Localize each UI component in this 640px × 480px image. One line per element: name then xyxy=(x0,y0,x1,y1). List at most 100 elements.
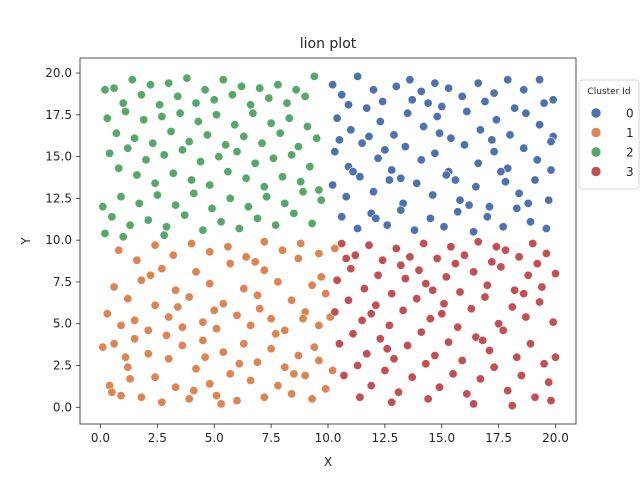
point-cluster-0 xyxy=(546,137,556,147)
point-cluster-0 xyxy=(512,203,522,213)
point-cluster-1 xyxy=(136,275,146,285)
point-cluster-0 xyxy=(378,97,388,107)
point-cluster-1 xyxy=(246,375,256,385)
point-cluster-0 xyxy=(434,128,444,138)
point-cluster-1 xyxy=(116,391,126,401)
point-cluster-2 xyxy=(130,133,140,143)
point-cluster-3 xyxy=(455,287,465,297)
point-cluster-0 xyxy=(525,217,535,227)
point-cluster-2 xyxy=(200,85,210,95)
point-cluster-0 xyxy=(419,122,429,132)
point-cluster-0 xyxy=(371,213,381,223)
point-cluster-1 xyxy=(314,320,324,330)
point-cluster-3 xyxy=(514,252,524,262)
point-cluster-3 xyxy=(484,345,494,355)
point-cluster-2 xyxy=(232,147,242,157)
point-cluster-2 xyxy=(277,172,287,182)
point-cluster-1 xyxy=(123,294,133,304)
point-cluster-0 xyxy=(498,222,508,232)
point-cluster-0 xyxy=(332,113,342,123)
point-cluster-3 xyxy=(491,242,501,252)
point-cluster-3 xyxy=(384,320,394,330)
point-cluster-2 xyxy=(209,95,219,105)
point-cluster-0 xyxy=(387,165,397,175)
point-cluster-3 xyxy=(532,259,542,269)
legend-label-0: 0 xyxy=(626,107,634,121)
point-cluster-0 xyxy=(444,83,454,93)
point-cluster-3 xyxy=(528,239,538,249)
point-cluster-1 xyxy=(280,362,290,372)
y-tick-label: 7.5 xyxy=(53,275,72,289)
point-cluster-0 xyxy=(514,188,524,198)
point-cluster-0 xyxy=(353,71,363,81)
point-cluster-0 xyxy=(437,102,447,112)
point-cluster-2 xyxy=(189,188,199,198)
y-tick-label: 15.0 xyxy=(45,150,72,164)
point-cluster-2 xyxy=(171,200,181,210)
point-cluster-1 xyxy=(259,265,269,275)
point-cluster-2 xyxy=(164,78,174,88)
point-cluster-3 xyxy=(362,349,372,359)
point-cluster-3 xyxy=(334,339,344,349)
point-cluster-0 xyxy=(532,155,542,165)
point-cluster-2 xyxy=(316,195,326,205)
point-cluster-1 xyxy=(293,254,303,264)
point-cluster-3 xyxy=(366,309,376,319)
point-cluster-2 xyxy=(250,158,260,168)
point-cluster-1 xyxy=(189,386,199,396)
point-cluster-1 xyxy=(266,314,276,324)
legend-title: Cluster Id xyxy=(587,87,630,97)
point-cluster-1 xyxy=(164,312,174,322)
point-cluster-1 xyxy=(200,352,210,362)
point-cluster-0 xyxy=(453,207,463,217)
point-cluster-3 xyxy=(391,244,401,254)
point-cluster-3 xyxy=(389,354,399,364)
point-cluster-2 xyxy=(243,202,253,212)
point-cluster-2 xyxy=(148,138,158,148)
point-cluster-3 xyxy=(516,370,526,380)
y-tick-label: 10.0 xyxy=(45,233,72,247)
point-cluster-3 xyxy=(507,302,517,312)
point-cluster-0 xyxy=(459,140,469,150)
point-cluster-0 xyxy=(462,107,472,117)
point-cluster-0 xyxy=(353,224,363,234)
point-cluster-1 xyxy=(212,324,222,334)
point-cluster-3 xyxy=(403,340,413,350)
point-cluster-1 xyxy=(132,255,142,265)
point-cluster-2 xyxy=(218,75,228,85)
point-cluster-1 xyxy=(316,272,326,282)
point-cluster-1 xyxy=(177,340,187,350)
point-cluster-1 xyxy=(109,339,119,349)
point-cluster-0 xyxy=(330,147,340,157)
point-cluster-1 xyxy=(246,320,256,330)
point-cluster-2 xyxy=(280,198,290,208)
point-cluster-2 xyxy=(193,117,203,127)
point-cluster-1 xyxy=(205,247,215,257)
point-cluster-3 xyxy=(398,305,408,315)
point-cluster-1 xyxy=(239,284,249,294)
point-cluster-0 xyxy=(496,167,506,177)
point-cluster-2 xyxy=(212,110,222,120)
point-cluster-0 xyxy=(539,98,549,108)
point-cluster-0 xyxy=(446,133,456,143)
point-cluster-0 xyxy=(405,75,415,85)
point-cluster-1 xyxy=(205,279,215,289)
point-cluster-1 xyxy=(187,239,197,249)
point-cluster-0 xyxy=(373,153,383,163)
point-cluster-1 xyxy=(150,372,160,382)
x-tick-label: 17.5 xyxy=(485,431,512,445)
x-tick-label: 15.0 xyxy=(428,431,455,445)
point-cluster-3 xyxy=(425,314,435,324)
point-cluster-3 xyxy=(550,269,560,279)
point-cluster-3 xyxy=(466,304,476,314)
point-cluster-1 xyxy=(321,289,331,299)
point-cluster-2 xyxy=(257,138,267,148)
point-cluster-0 xyxy=(412,178,422,188)
point-cluster-3 xyxy=(353,360,363,370)
point-cluster-0 xyxy=(428,190,438,200)
point-cluster-1 xyxy=(232,310,242,320)
point-cluster-2 xyxy=(198,225,208,235)
point-cluster-0 xyxy=(348,167,358,177)
point-cluster-3 xyxy=(350,250,360,260)
legend-box xyxy=(578,79,640,190)
